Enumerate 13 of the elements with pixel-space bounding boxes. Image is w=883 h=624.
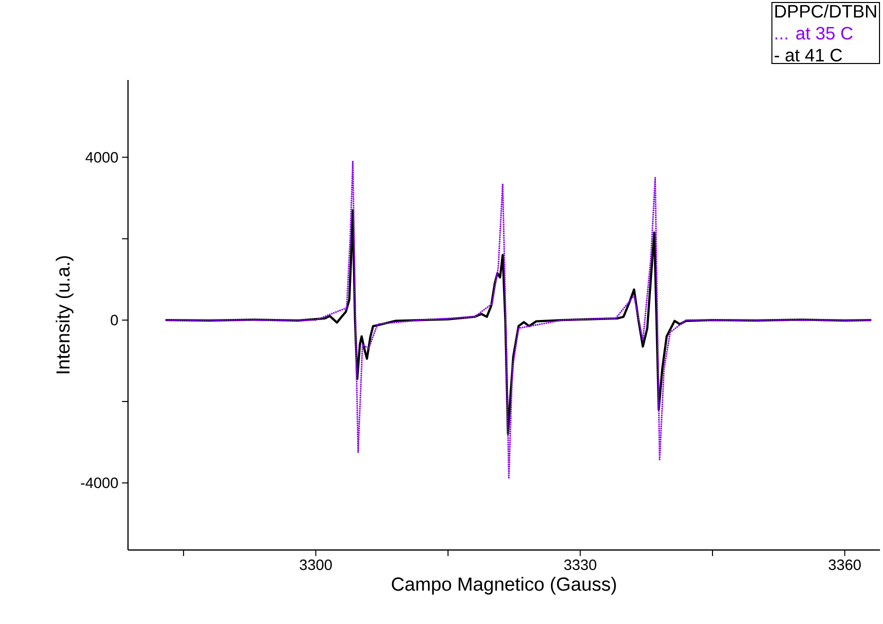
legend-title: DPPC/DTBN <box>775 4 876 18</box>
y-tick-label: 0 <box>110 314 118 326</box>
x-tick-label: 3360 <box>828 560 861 570</box>
y-tick-label: 4000 <box>86 152 118 163</box>
y-axis-title: Intensity (u.a.) <box>56 256 74 374</box>
x-axis-title: Campo Magnetico (Gauss) <box>392 576 616 595</box>
line-series <box>164 209 872 436</box>
text: - at 41 C <box>774 48 842 62</box>
text: ... at 35 C <box>776 26 853 40</box>
x-tick-label: 3330 <box>564 560 596 570</box>
x-tick-label: 3300 <box>300 560 332 570</box>
line-series <box>165 160 872 480</box>
y-tick-label: -4000 <box>80 478 118 488</box>
